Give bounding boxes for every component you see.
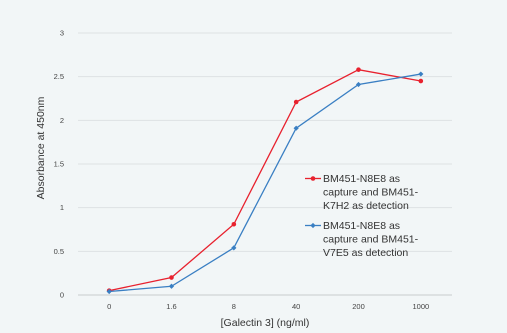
y-tick-label: 3 [60,29,64,38]
x-tick-label: 1.6 [166,302,176,311]
x-tick-label: 40 [292,302,300,311]
y-tick-label: 0 [60,291,64,300]
legend-label: BM451-N8E8 as [323,220,400,232]
legend-marker [310,176,316,181]
y-tick-label: 2.5 [54,72,64,81]
data-point [231,221,237,227]
legend-label: V7E5 as detection [323,247,408,259]
y-axis-ticks: 0 0.5 1 1.5 2 2.5 3 [54,29,64,300]
x-tick-label: 200 [352,302,365,311]
y-axis-title: Absorbance at 450nm [35,96,47,199]
series-2 [106,71,424,295]
series-lines [106,67,424,295]
legend-label: BM451-N8E8 as [323,173,400,185]
series-line [109,73,421,293]
x-axis-title: [Galectin 3] (ng/ml) [221,317,310,329]
x-tick-label: 0 [107,302,111,311]
y-tick-label: 1.5 [54,160,64,169]
data-point [231,245,237,251]
legend-item-2: BM451-N8E8 as capture and BM451-V7E5 as d… [305,220,419,259]
legend-marker [310,222,316,229]
data-point [355,81,362,88]
x-tick-label: 1000 [412,302,429,311]
y-tick-label: 1 [60,203,64,212]
y-tick-label: 2 [60,116,64,125]
x-axis-ticks: 0 1.6 8 40 200 1000 [107,302,429,311]
data-point [169,275,174,280]
series-line [109,69,421,292]
data-point [168,283,175,289]
x-tick-label: 8 [232,302,236,311]
data-point [418,71,424,77]
data-point [356,67,361,72]
legend-label: capture and BM451- [323,187,419,199]
data-point [293,99,299,105]
y-tick-label: 0.5 [54,247,64,256]
data-point [293,125,299,131]
legend-item-1: BM451-N8E8 as capture and BM451-K7H2 as d… [305,173,419,212]
data-point [418,78,424,84]
legend-label: K7H2 as detection [323,200,409,212]
gridlines [78,32,452,296]
legend-label: capture and BM451- [323,234,419,246]
data-point [106,288,112,295]
